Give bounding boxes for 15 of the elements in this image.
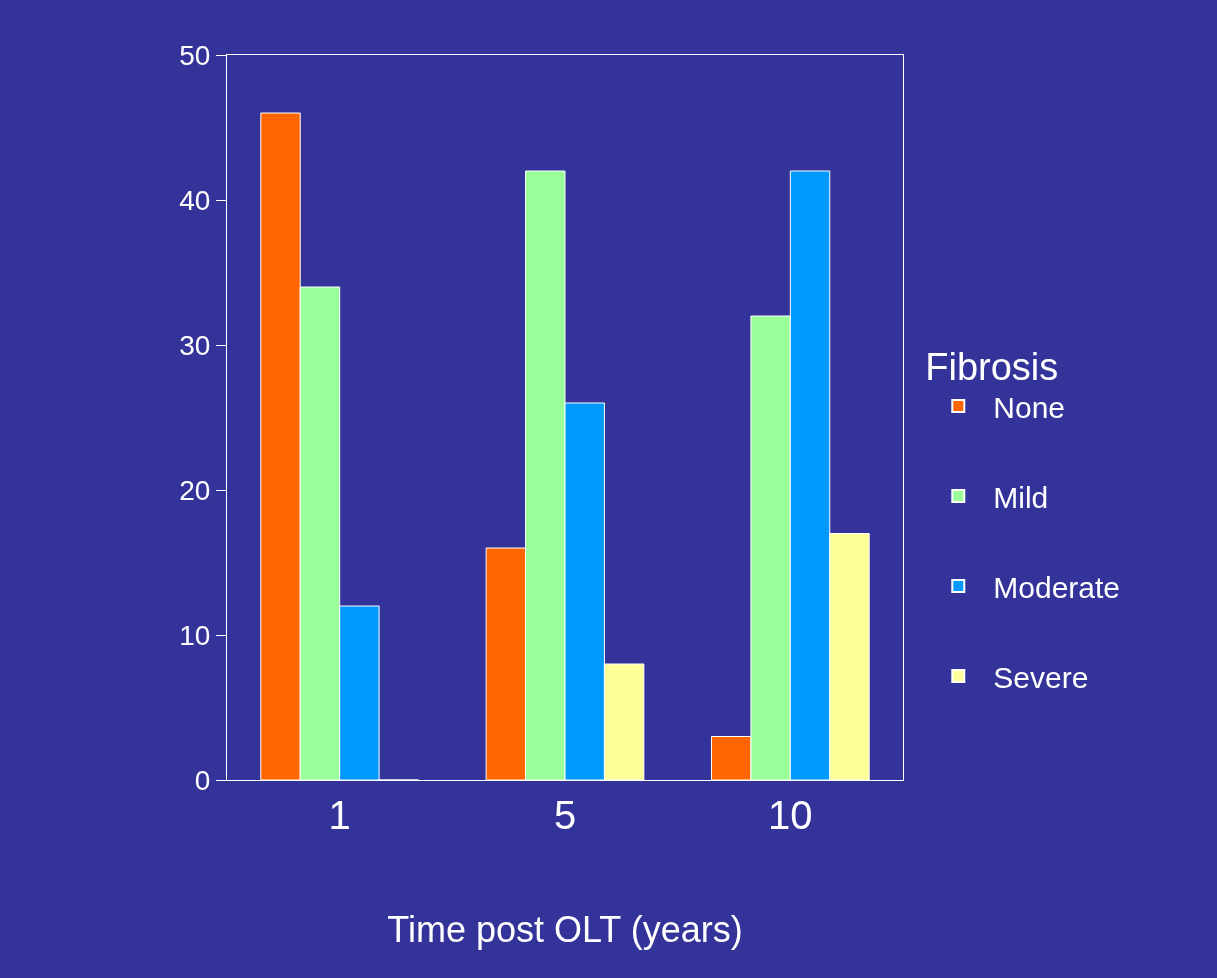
y-tick-label: 20	[179, 474, 211, 506]
y-tick-label: 40	[179, 184, 211, 216]
y-tick-label: 10	[179, 619, 211, 651]
legend-label: Moderate	[993, 570, 1121, 604]
legend-title: Fibrosis	[925, 345, 1059, 388]
y-tick-label: 50	[179, 39, 211, 71]
y-tick-label: 0	[194, 764, 211, 796]
x-axis-title: Time post OLT (years)	[387, 908, 743, 950]
y-tick-label: 30	[179, 329, 211, 361]
x-tick-label: 10	[768, 793, 813, 837]
legend-label: None	[993, 390, 1065, 424]
x-tick-label: 1	[328, 793, 351, 837]
x-tick-label: 5	[553, 793, 577, 837]
legend-label: Mild	[993, 480, 1049, 514]
legend-label: Severe	[993, 660, 1089, 694]
